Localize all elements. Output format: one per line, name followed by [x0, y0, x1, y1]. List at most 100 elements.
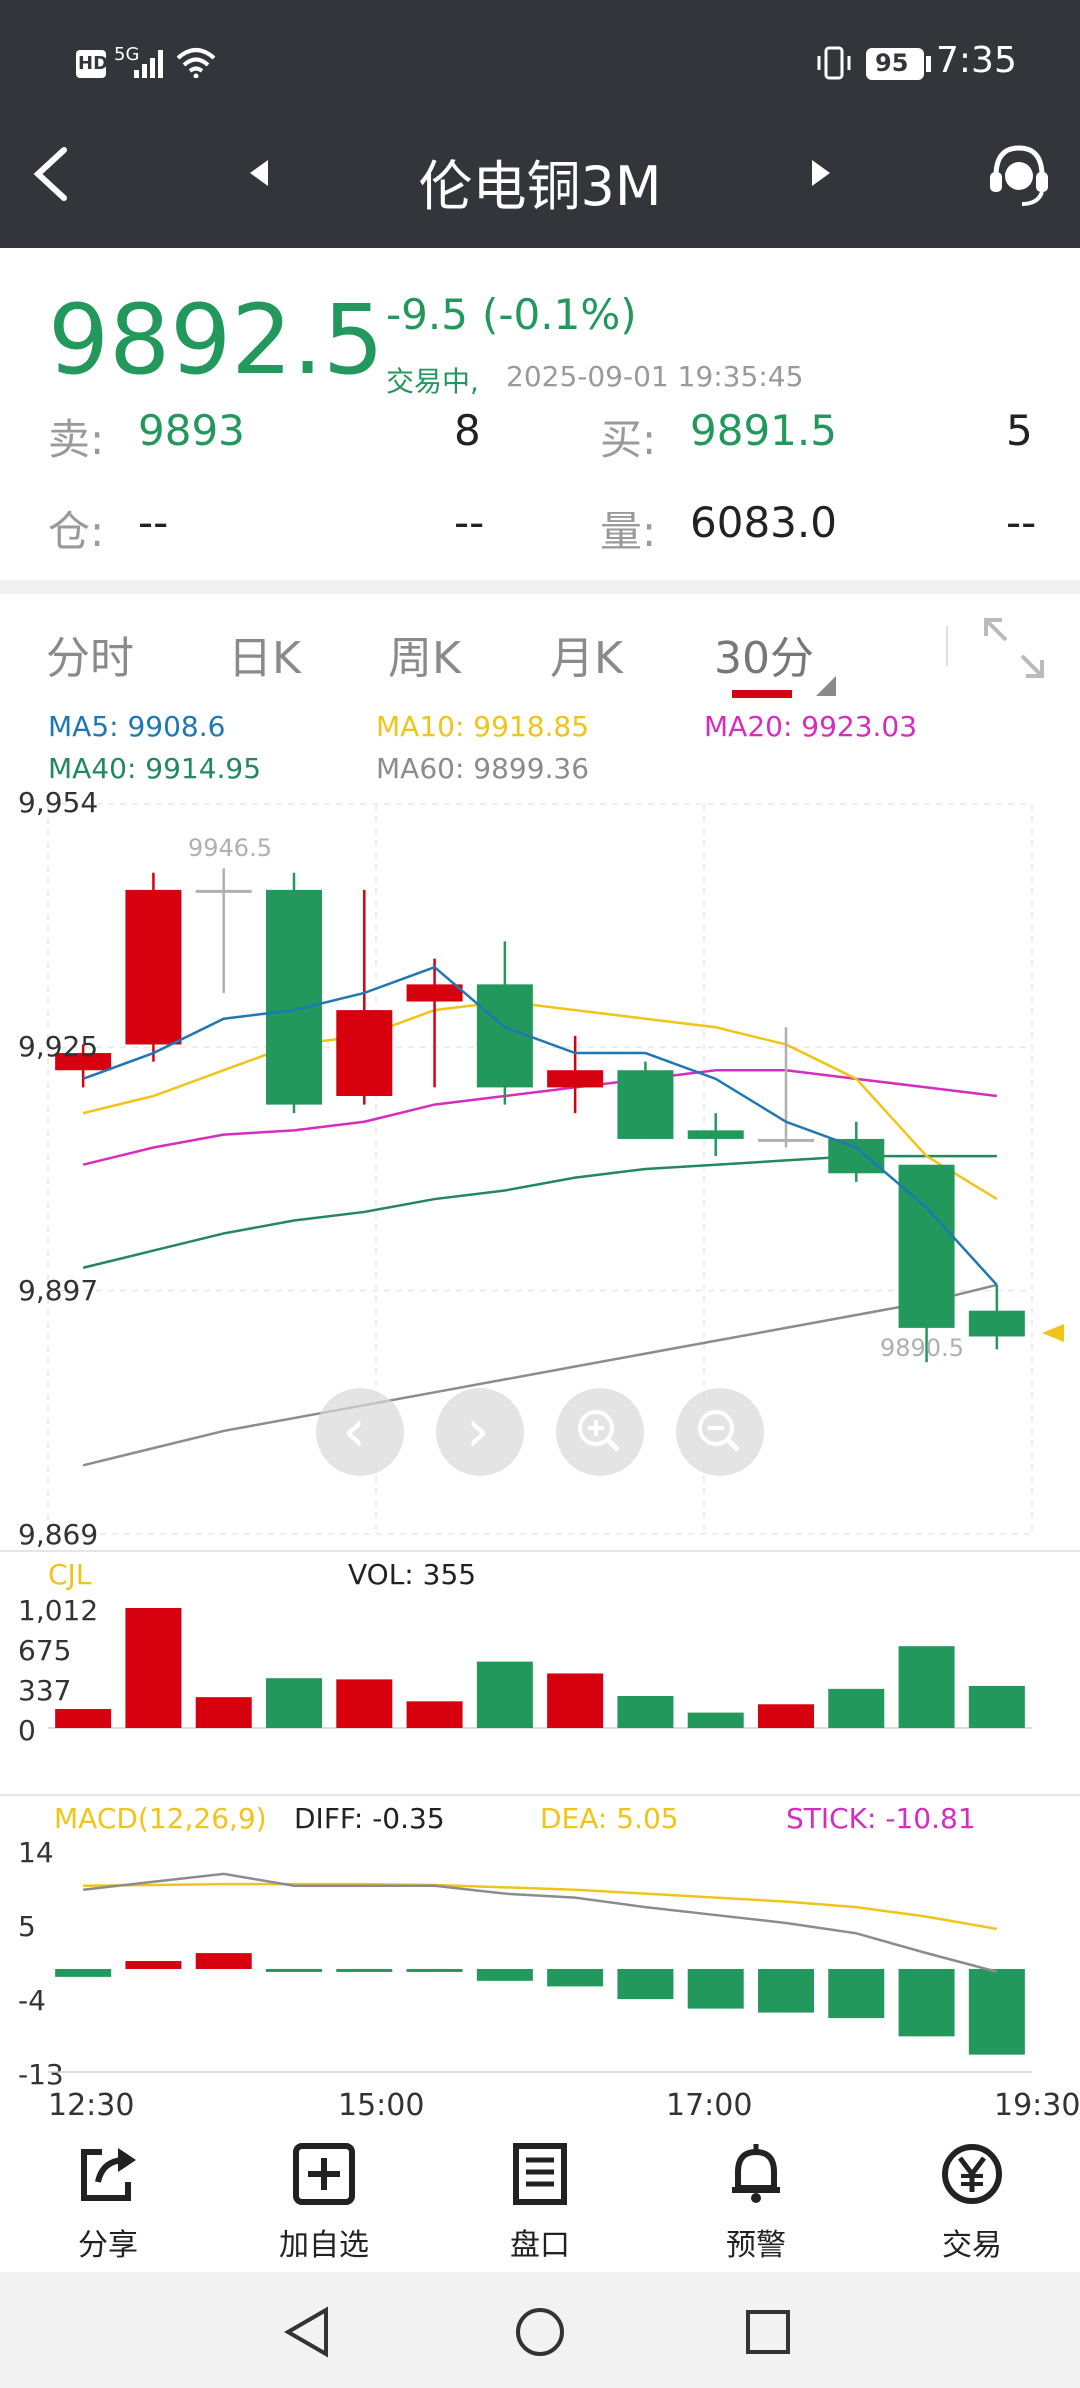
back-button[interactable]: [28, 146, 72, 202]
fullscreen-icon[interactable]: [982, 616, 1046, 680]
candle-body: [336, 1010, 393, 1096]
ma40-legend: MA40: 9914.95: [48, 752, 262, 785]
ma10-line: [82, 1000, 998, 1201]
macd-stick-bar: [195, 1953, 252, 1969]
x-tick: 12:30: [48, 2088, 135, 2123]
macd-stick-bar: [898, 1968, 955, 2037]
macd-stick-bar: [266, 1968, 322, 1972]
ma60-legend: MA60: 9899.36: [376, 752, 590, 785]
candle-body: [195, 889, 252, 893]
quote-timestamp: 2025-09-01 19:35:45: [506, 360, 804, 393]
volume-change: --: [1006, 498, 1037, 547]
macd-stick-bar: [687, 1968, 744, 2009]
add-watchlist-button[interactable]: 加自选: [244, 2142, 404, 2263]
pan-left-button[interactable]: ‹: [316, 1388, 404, 1476]
candle-body: [968, 1310, 1025, 1337]
sell-label: 卖:: [48, 415, 105, 464]
current-price-marker-icon: [1042, 1324, 1064, 1342]
volume-bar: [406, 1701, 463, 1728]
orderbook-label: 盘口: [510, 2228, 570, 2263]
ma5-legend: MA5: 9908.6: [48, 710, 226, 743]
system-recents-button[interactable]: [744, 2308, 792, 2356]
volume-bar: [828, 1688, 885, 1728]
next-contract-button[interactable]: [808, 158, 832, 188]
candle-body: [617, 1070, 674, 1139]
volume-tick: 1,012: [18, 1594, 99, 1627]
zoom-out-button[interactable]: [676, 1388, 764, 1476]
hd-label: HD: [78, 53, 109, 74]
position-label: 仓:: [48, 507, 105, 556]
system-back-button[interactable]: [282, 2306, 332, 2358]
add-watchlist-icon: [293, 2143, 355, 2205]
zoom-out-icon: [698, 1410, 740, 1452]
orderbook-icon: [513, 2143, 567, 2205]
macd-dea: DEA: 5.05: [540, 1802, 679, 1835]
macd-stick-bar: [968, 1968, 1025, 2055]
x-tick: 17:00: [666, 2088, 753, 2123]
add-watchlist-label: 加自选: [279, 2228, 369, 2263]
y-tick: 9,954: [18, 786, 99, 819]
volume-tick: 337: [18, 1674, 72, 1707]
tab-daily-k[interactable]: 日K: [228, 633, 301, 684]
macd-stick-bar: [336, 1968, 393, 1972]
zoom-in-icon: [578, 1410, 620, 1452]
prev-contract-button[interactable]: [248, 158, 272, 188]
candle-body: [758, 1138, 814, 1142]
ma20-legend: MA20: 9923.03: [704, 710, 918, 743]
macd-stick-bar: [125, 1961, 182, 1969]
volume-bar: [758, 1704, 814, 1728]
ma60-line: [82, 1283, 998, 1467]
pan-right-button[interactable]: ›: [436, 1388, 524, 1476]
volume-bar: [266, 1678, 322, 1728]
candle-body: [547, 1070, 604, 1088]
volume-bar: [687, 1712, 744, 1728]
tab-monthly-k[interactable]: 月K: [550, 633, 623, 684]
sell-price: 9893: [138, 406, 245, 455]
zoom-in-button[interactable]: [556, 1388, 644, 1476]
ma5-line: [82, 965, 998, 1286]
alert-button[interactable]: 预警: [676, 2142, 836, 2263]
y-tick: 9,897: [18, 1274, 99, 1307]
candlestick-chart[interactable]: [0, 790, 1080, 1550]
volume-chart[interactable]: [0, 1600, 1080, 1732]
dropdown-triangle-icon[interactable]: [814, 674, 838, 698]
page-title: 伦电铜3M: [418, 155, 662, 218]
trading-status: 交易中,: [386, 365, 479, 398]
x-tick: 15:00: [338, 2088, 425, 2123]
tab-weekly-k[interactable]: 周K: [388, 633, 461, 684]
sell-quantity: 8: [454, 406, 481, 455]
hd-icon: HD: [76, 50, 109, 78]
macd-dea-line: [83, 1882, 998, 1931]
macd-stick-bar: [55, 1968, 112, 1977]
buy-label: 买:: [600, 415, 657, 464]
volume-bar: [547, 1673, 604, 1728]
position-value: --: [138, 498, 169, 547]
macd-chart[interactable]: [0, 1850, 1080, 2076]
volume-bar: [617, 1695, 674, 1728]
orderbook-button[interactable]: 盘口: [460, 2142, 620, 2263]
section-divider: [0, 580, 1080, 594]
volume-bar: [55, 1709, 112, 1728]
customer-service-icon[interactable]: [986, 142, 1052, 208]
wifi-icon: [176, 48, 216, 78]
battery-icon: 95: [866, 48, 924, 80]
ma20-line: [82, 1068, 998, 1166]
volume-value: 6083.0: [690, 498, 837, 547]
clock: 7:35: [936, 40, 1017, 81]
candle-body: [406, 984, 463, 1002]
tab-30min[interactable]: 30分: [714, 633, 814, 684]
trade-button[interactable]: 交易: [892, 2142, 1052, 2263]
macd-stick-bar: [547, 1968, 604, 1987]
share-icon: [81, 2148, 136, 2201]
top-bar: HD 5G 95 7:35: [0, 0, 1080, 248]
tab-intraday[interactable]: 分时: [46, 633, 134, 684]
vibrate-icon: [817, 46, 851, 80]
tab-divider: [946, 626, 948, 666]
system-home-button[interactable]: [514, 2306, 566, 2358]
macd-stick-bar: [476, 1968, 533, 1981]
macd-stick-bar: [758, 1968, 814, 2013]
share-button[interactable]: 分享: [28, 2142, 188, 2263]
candle-body: [828, 1138, 885, 1174]
price-change-pct: (-0.1%): [482, 290, 637, 339]
candle-body: [55, 1053, 112, 1071]
